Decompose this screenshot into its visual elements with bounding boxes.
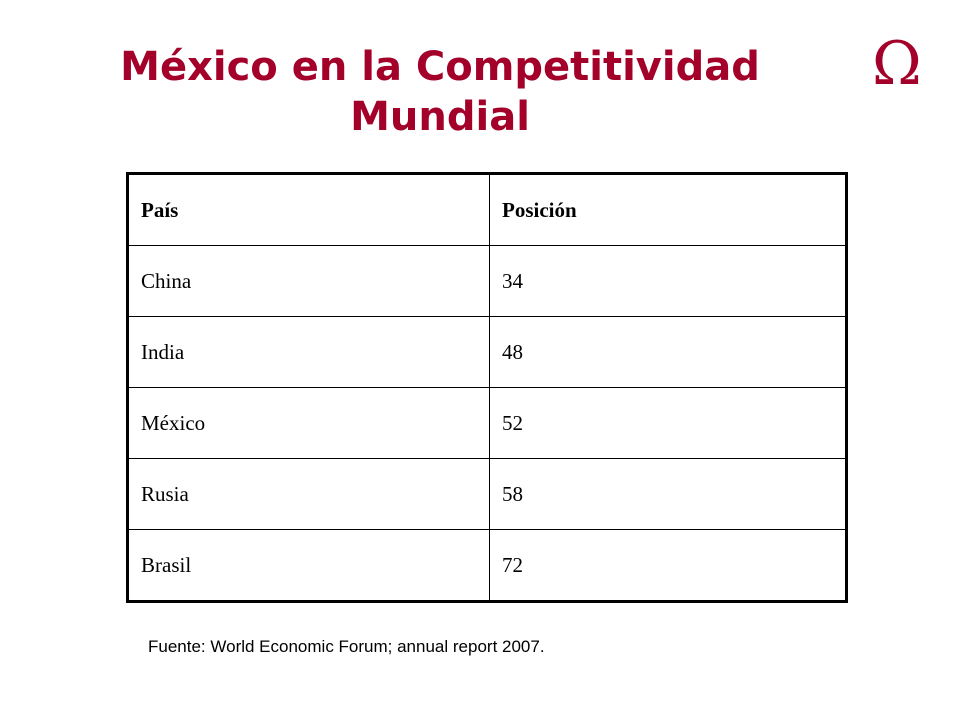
column-header-posicion: Posición: [489, 173, 847, 246]
cell-posicion: 48: [489, 316, 847, 388]
table-row: Brasil 72: [127, 529, 847, 602]
competitiveness-table: País Posición China 34 India 48 México 5…: [126, 172, 848, 603]
cell-posicion: 72: [489, 529, 847, 602]
cell-posicion: 34: [489, 245, 847, 317]
table-row: India 48: [127, 316, 847, 388]
cell-pais: Rusia: [127, 458, 490, 530]
slide-title: México en la Competitividad Mundial: [80, 42, 800, 142]
cell-posicion: 52: [489, 387, 847, 459]
slide-title-line-1: México en la Competitividad: [120, 44, 760, 90]
cell-pais: China: [127, 245, 490, 317]
slide-title-line-2: Mundial: [350, 94, 530, 140]
column-header-pais: País: [127, 173, 490, 246]
source-note: Fuente: World Economic Forum; annual rep…: [148, 637, 545, 656]
omega-logo-icon: Ω: [872, 29, 922, 99]
cell-pais: Brasil: [127, 529, 490, 602]
cell-pais: México: [127, 387, 490, 459]
cell-posicion: 58: [489, 458, 847, 530]
table-row: México 52: [127, 387, 847, 459]
table-row: Rusia 58: [127, 458, 847, 530]
cell-pais: India: [127, 316, 490, 388]
table-row: China 34: [127, 245, 847, 317]
table-header-row: País Posición: [127, 173, 847, 246]
